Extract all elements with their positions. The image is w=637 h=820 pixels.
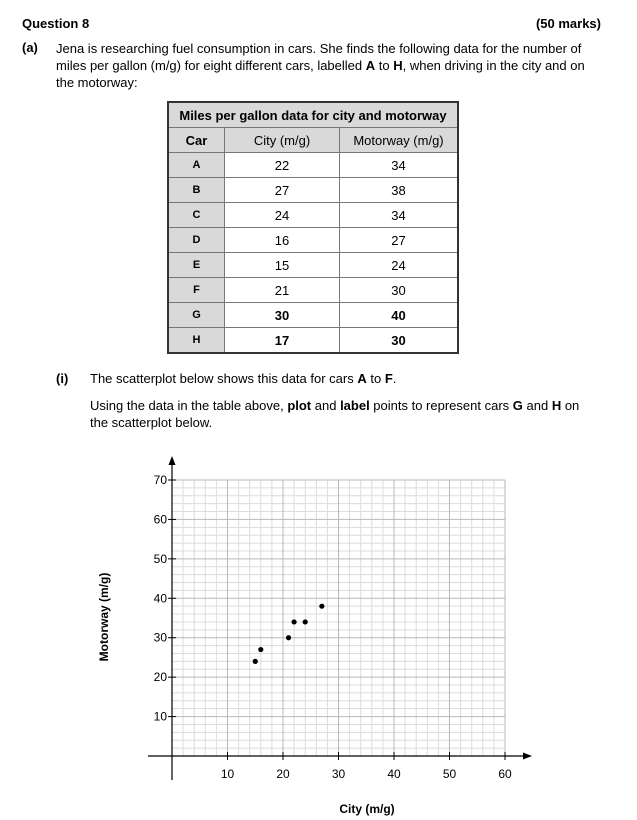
table-row: F 21 30 [167,277,459,303]
x-tick-label: 20 [276,767,290,781]
cell-city: 30 [224,302,340,328]
y-axis-arrow-icon [168,456,176,465]
table-row: H 17 30 [167,327,459,354]
subpart-label: (i) [56,371,69,386]
y-tick-label: 70 [154,473,168,487]
header-city: City (m/g) [224,127,340,153]
y-tick-label: 60 [154,512,168,526]
y-tick-label: 50 [154,552,168,566]
question-title: Question 8 [22,16,90,31]
bold-a: A [357,371,367,386]
x-tick-label: 30 [332,767,346,781]
cell-car: G [167,302,225,328]
x-axis-arrow-icon [523,752,532,760]
text-segment: Using the data in the table above, [90,398,288,413]
table-caption: Miles per gallon data for city and motor… [167,101,459,128]
part-text: Jena is researching fuel consumption in … [56,40,606,91]
y-tick-label: 30 [154,631,168,645]
cell-city: 16 [224,227,340,253]
mpg-table: Miles per gallon data for city and motor… [167,101,459,354]
cell-car: F [167,277,225,303]
x-tick-label: 10 [221,767,235,781]
x-tick-label: 40 [387,767,401,781]
data-point [319,603,325,609]
x-axis-title: City (m/g) [339,802,394,816]
y-axis-title: Motorway (m/g) [97,573,111,662]
data-point [302,619,308,625]
text-segment: The scatterplot below shows this data fo… [90,371,358,386]
bold-h: H [551,398,562,413]
y-tick-label: 10 [154,710,168,724]
x-tick-label: 50 [443,767,457,781]
part-label: (a) [22,40,38,55]
part-text-segment: , when driving in the city and on the mo… [56,58,585,90]
cell-city: 17 [224,327,340,354]
data-points [252,603,325,664]
header-car: Car [167,127,225,153]
cell-city: 21 [224,277,340,303]
table-row: A 22 34 [167,152,459,178]
data-point [285,635,292,641]
cell-motorway: 40 [339,302,459,328]
text-segment: and [311,398,341,413]
cell-car: H [167,327,225,354]
cell-motorway: 34 [339,202,459,228]
cell-car: A [167,152,225,178]
part-text-segment: to [375,58,394,73]
y-tick-label: 20 [154,670,168,684]
part-text-bold-a: A [365,58,376,73]
cell-car: C [167,202,225,228]
x-tick-label: 60 [498,767,512,781]
table-row: G 30 40 [167,302,459,328]
text-segment: and [522,398,552,413]
ticks: 10 20 30 40 50 60 10 20 30 40 50 60 70 [154,473,512,781]
cell-motorway: 30 [339,327,459,354]
part-text-segment: Jena is researching fuel consumption in … [56,41,582,73]
bold-g: G [512,398,523,413]
data-point [252,658,258,664]
cell-car: D [167,227,225,253]
cell-city: 15 [224,252,340,278]
bold-label: label [340,398,370,413]
text-segment: . [392,371,397,386]
cell-car: B [167,177,225,203]
bold-plot: plot [287,398,312,413]
data-point [291,619,297,625]
bold-f: F [384,371,393,386]
part-text-bold-h: H [393,58,403,73]
table-row: C 24 34 [167,202,459,228]
cell-city: 22 [224,152,340,178]
text-segment: on the scatterplot below. [90,398,580,430]
subpart-line1: The scatterplot below shows this data fo… [90,371,396,386]
cell-motorway: 30 [339,277,459,303]
axes [148,456,532,780]
cell-motorway: 34 [339,152,459,178]
text-segment: to [366,371,385,386]
question-marks: (50 marks) [535,16,601,31]
subpart-line2: Using the data in the table above, plot … [90,397,600,431]
text-segment: points to represent cars [369,398,513,413]
data-point [258,646,264,653]
grid-major [172,479,506,756]
y-tick-label: 40 [154,591,168,605]
